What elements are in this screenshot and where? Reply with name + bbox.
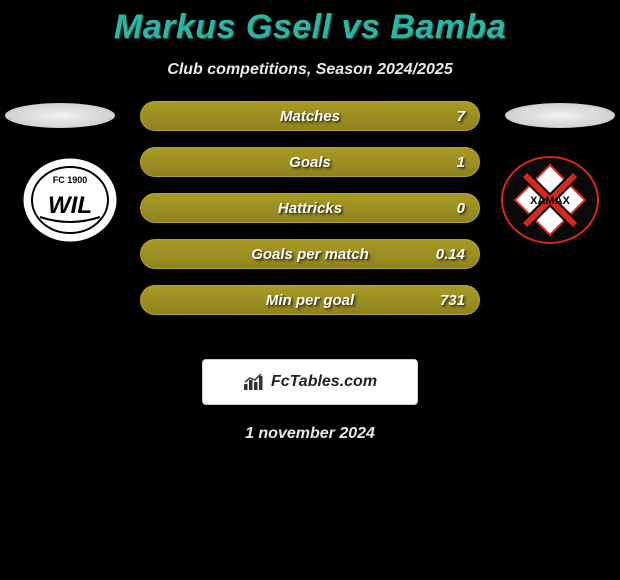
player-marker-left (5, 103, 115, 128)
svg-text:FC 1900: FC 1900 (53, 175, 88, 185)
svg-text:WIL: WIL (48, 192, 92, 219)
stat-value: 0 (457, 200, 465, 217)
fc-wil-logo-icon: FC 1900 WIL (20, 155, 120, 245)
stat-row: Goals 1 (140, 147, 480, 177)
stat-label: Hattricks (141, 200, 479, 217)
stat-row: Hattricks 0 (140, 193, 480, 223)
stat-label: Goals (141, 154, 479, 171)
svg-text:FCS: FCS (544, 223, 556, 229)
stat-row: Matches 7 (140, 101, 480, 131)
stat-label: Goals per match (141, 246, 479, 263)
comparison-panel: FC 1900 WIL XAMAX FCS Matches 7 Goals 1 … (0, 101, 620, 351)
stat-value: 731 (440, 292, 465, 309)
brand-badge[interactable]: FcTables.com (202, 359, 418, 405)
player-marker-right (505, 103, 615, 128)
stat-label: Matches (141, 108, 479, 125)
stat-row: Min per goal 731 (140, 285, 480, 315)
subtitle: Club competitions, Season 2024/2025 (0, 61, 620, 79)
club-badge-right: XAMAX FCS (500, 155, 600, 245)
club-badge-left: FC 1900 WIL (20, 155, 120, 245)
stat-label: Min per goal (141, 292, 479, 309)
chart-icon (243, 373, 265, 391)
stat-row: Goals per match 0.14 (140, 239, 480, 269)
page-title: Markus Gsell vs Bamba (0, 0, 620, 47)
date-label: 1 november 2024 (0, 425, 620, 443)
svg-text:XAMAX: XAMAX (530, 195, 570, 207)
stat-value: 0.14 (436, 246, 465, 263)
stat-value: 7 (457, 108, 465, 125)
stat-value: 1 (457, 154, 465, 171)
xamax-logo-icon: XAMAX FCS (500, 155, 600, 245)
stats-bars: Matches 7 Goals 1 Hattricks 0 Goals per … (140, 101, 480, 331)
brand-text: FcTables.com (271, 373, 377, 391)
